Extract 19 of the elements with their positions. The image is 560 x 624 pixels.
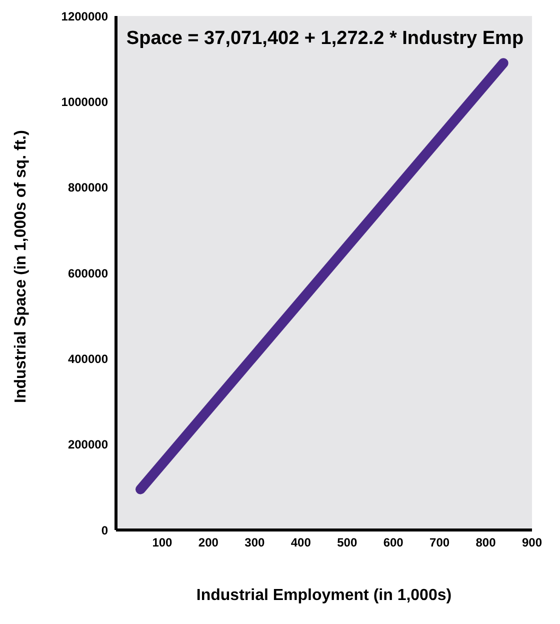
y-tick-label: 1200000: [61, 9, 108, 24]
x-tick-label: 300: [244, 536, 265, 550]
y-tick-label: 200000: [68, 438, 108, 452]
x-tick-label: 500: [337, 536, 358, 550]
x-tick-label: 600: [383, 536, 404, 550]
y-tick-label: 400000: [68, 352, 108, 366]
y-tick-label: 0: [101, 523, 108, 538]
x-tick-label: 200: [198, 536, 219, 550]
y-tick-label: 600000: [68, 266, 108, 280]
x-tick-label: 700: [430, 536, 450, 550]
annotation: Space = 37,071,402 + 1,272.2 * Industry Emp: [125, 28, 525, 50]
x-axis-title: Industrial Employment (in 1,000s): [196, 587, 452, 604]
y-tick-label: 1000000: [61, 94, 108, 109]
x-tick-label: 800: [476, 536, 496, 550]
x-tick-label: 400: [290, 536, 312, 550]
y-axis-title: Industrial Space (in 1,000s of sq. ft.): [12, 130, 30, 403]
x-tick-label: 900: [522, 536, 542, 550]
y-tick-label: 800000: [68, 180, 108, 195]
x-tick-label: 100: [152, 536, 173, 550]
